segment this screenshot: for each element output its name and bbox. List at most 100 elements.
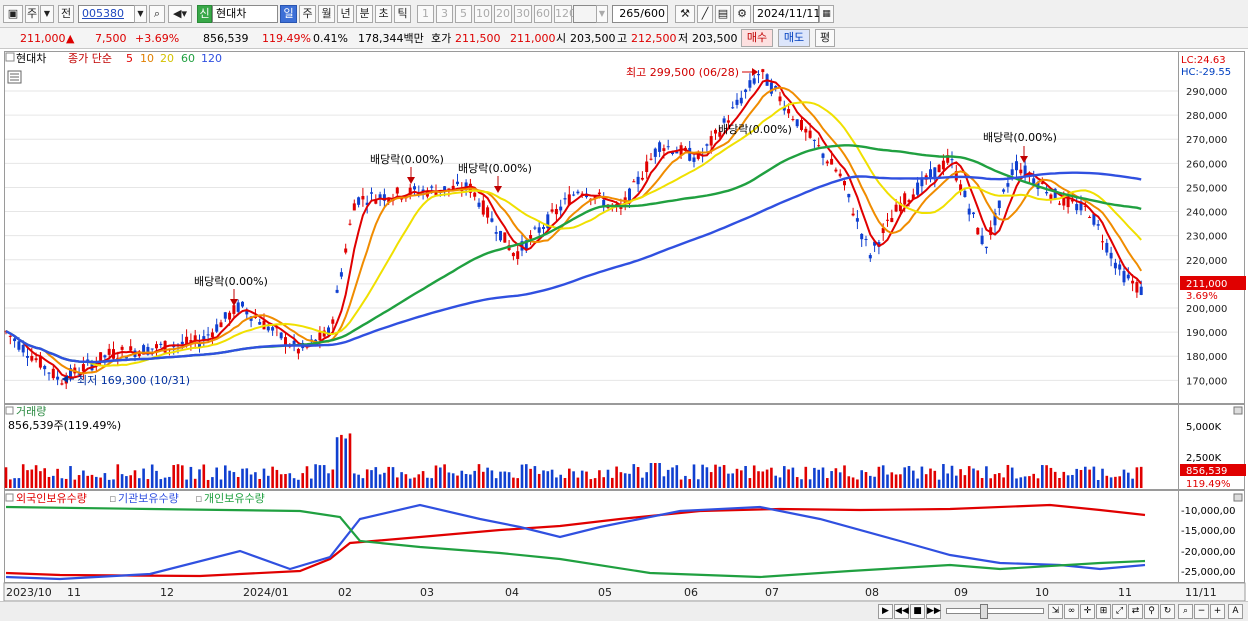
candle-body	[881, 228, 885, 233]
interval-1[interactable]: 1	[417, 5, 434, 23]
crosshair-icon[interactable]: ✛	[1080, 604, 1095, 619]
volume-bar	[1045, 465, 1048, 488]
code-dropdown-icon[interactable]: ▼	[134, 5, 147, 23]
holders-panel-menu-icon[interactable]	[5, 493, 14, 502]
zoom-out-icon[interactable]: −	[1194, 604, 1209, 619]
volume-bar	[830, 471, 833, 488]
tab-second[interactable]: 초	[375, 5, 392, 23]
interval-120[interactable]: 120	[554, 5, 576, 23]
candle-body	[378, 194, 382, 199]
candle-body	[946, 155, 950, 163]
compare-icon[interactable]: ⇄	[1128, 604, 1143, 619]
holders-panel-close-icon[interactable]	[1233, 493, 1243, 502]
volume-panel-menu-icon[interactable]	[5, 406, 14, 415]
volume-bar	[894, 474, 898, 488]
x-label: 05	[598, 586, 612, 599]
candle-body	[894, 204, 898, 212]
interval-3[interactable]: 3	[436, 5, 453, 23]
panel-menu-icon[interactable]	[5, 52, 15, 62]
rewind-icon[interactable]: ◀◀	[894, 604, 909, 619]
candle-body	[619, 206, 623, 209]
volume-bar	[447, 472, 451, 488]
quote-bar: 211,000 ▲ 7,500 +3.69% 856,539 119.49% 0…	[0, 28, 1248, 49]
refresh-icon[interactable]: ↻	[1160, 604, 1175, 619]
zoom-search-icon[interactable]: ⌕	[1178, 604, 1193, 619]
volume-bar	[1131, 478, 1134, 488]
candle-body	[38, 355, 42, 368]
expand-icon[interactable]: ⤢	[1112, 604, 1127, 619]
stock-code-input[interactable]: 005380	[78, 5, 136, 23]
sell-button[interactable]: 매도	[778, 29, 810, 47]
search-icon[interactable]: ⌕	[149, 5, 165, 23]
gear-icon[interactable]: ⚙	[733, 5, 751, 23]
candle-body	[860, 233, 864, 240]
candle-body	[327, 327, 330, 336]
link-icon[interactable]: ∞	[1064, 604, 1079, 619]
candle-body	[296, 348, 300, 354]
candle-body	[662, 148, 666, 151]
zoom-slider-handle[interactable]	[980, 604, 988, 619]
candle-body	[34, 358, 38, 361]
font-size-icon[interactable]: A	[1228, 604, 1243, 619]
interval-dropdown-icon[interactable]: ▼	[596, 5, 608, 23]
volume-bar	[82, 470, 85, 488]
candle-body	[1135, 282, 1139, 293]
speaker-icon[interactable]: ◀▾	[168, 5, 192, 23]
interval-60[interactable]: 60	[534, 5, 552, 23]
date-input[interactable]: 2024/11/11	[753, 5, 820, 23]
candle-body	[258, 322, 262, 325]
legend-individual: 개인보유수량	[204, 492, 265, 505]
candle-body	[434, 190, 438, 196]
pin-icon[interactable]: ⚲	[1144, 604, 1159, 619]
draw-line-icon[interactable]: ╱	[697, 5, 713, 23]
candle-body	[219, 322, 223, 328]
scroll-right-icon[interactable]: ▶	[878, 604, 893, 619]
avg-button[interactable]: 평	[815, 29, 835, 47]
data-count: 265	[619, 7, 641, 20]
layout-icon[interactable]: ▣	[3, 5, 23, 23]
zoom-slider[interactable]	[946, 608, 1044, 614]
tab-minute[interactable]: 분	[356, 5, 373, 23]
tab-tick[interactable]: 틱	[394, 5, 411, 23]
tools-icon[interactable]: ⚒	[675, 5, 695, 23]
candle-body	[1122, 271, 1126, 283]
candle-body	[640, 177, 644, 180]
candle-body	[331, 319, 335, 324]
interval-5[interactable]: 5	[455, 5, 472, 23]
volume-bar	[258, 478, 261, 488]
volume-bar	[576, 477, 580, 488]
zoom-in-icon[interactable]: +	[1210, 604, 1225, 619]
x-label: 02	[338, 586, 352, 599]
data-count-field[interactable]: 265/600	[612, 5, 668, 23]
volume-bar	[516, 478, 519, 488]
fit-icon[interactable]: ⇲	[1048, 604, 1063, 619]
tab-day[interactable]: 일	[280, 5, 297, 23]
interval-10[interactable]: 10	[474, 5, 492, 23]
forward-icon[interactable]: ▶▶	[926, 604, 941, 619]
save-icon[interactable]: ▤	[715, 5, 731, 23]
split-icon[interactable]: ⊞	[1096, 604, 1111, 619]
volume-bar	[107, 479, 111, 488]
volume-panel-close-icon[interactable]	[1233, 406, 1243, 415]
buy-button[interactable]: 매수	[741, 29, 773, 47]
volume-bar	[937, 479, 941, 488]
btn-main[interactable]: 주	[25, 5, 39, 23]
volume-bar	[1028, 476, 1031, 488]
volume-bar	[9, 479, 12, 488]
volume-bar	[580, 470, 584, 488]
stock-name-field[interactable]: 현대차	[212, 5, 278, 23]
tab-month[interactable]: 월	[318, 5, 335, 23]
candle-body	[602, 199, 606, 207]
btn-prev[interactable]: 전	[58, 5, 74, 23]
interval-20[interactable]: 20	[494, 5, 512, 23]
tab-year[interactable]: 년	[337, 5, 354, 23]
dropdown-arrow-icon[interactable]: ▼	[40, 5, 54, 23]
tab-week[interactable]: 주	[299, 5, 316, 23]
volume-bar	[482, 471, 485, 488]
volume-bar	[697, 479, 700, 488]
hc-label: HC:-29.55	[1181, 67, 1231, 78]
ask-price: 211,000	[510, 32, 556, 45]
interval-30[interactable]: 30	[514, 5, 532, 23]
stop-icon[interactable]: ■	[910, 604, 925, 619]
calendar-icon[interactable]: ▦	[819, 5, 834, 23]
